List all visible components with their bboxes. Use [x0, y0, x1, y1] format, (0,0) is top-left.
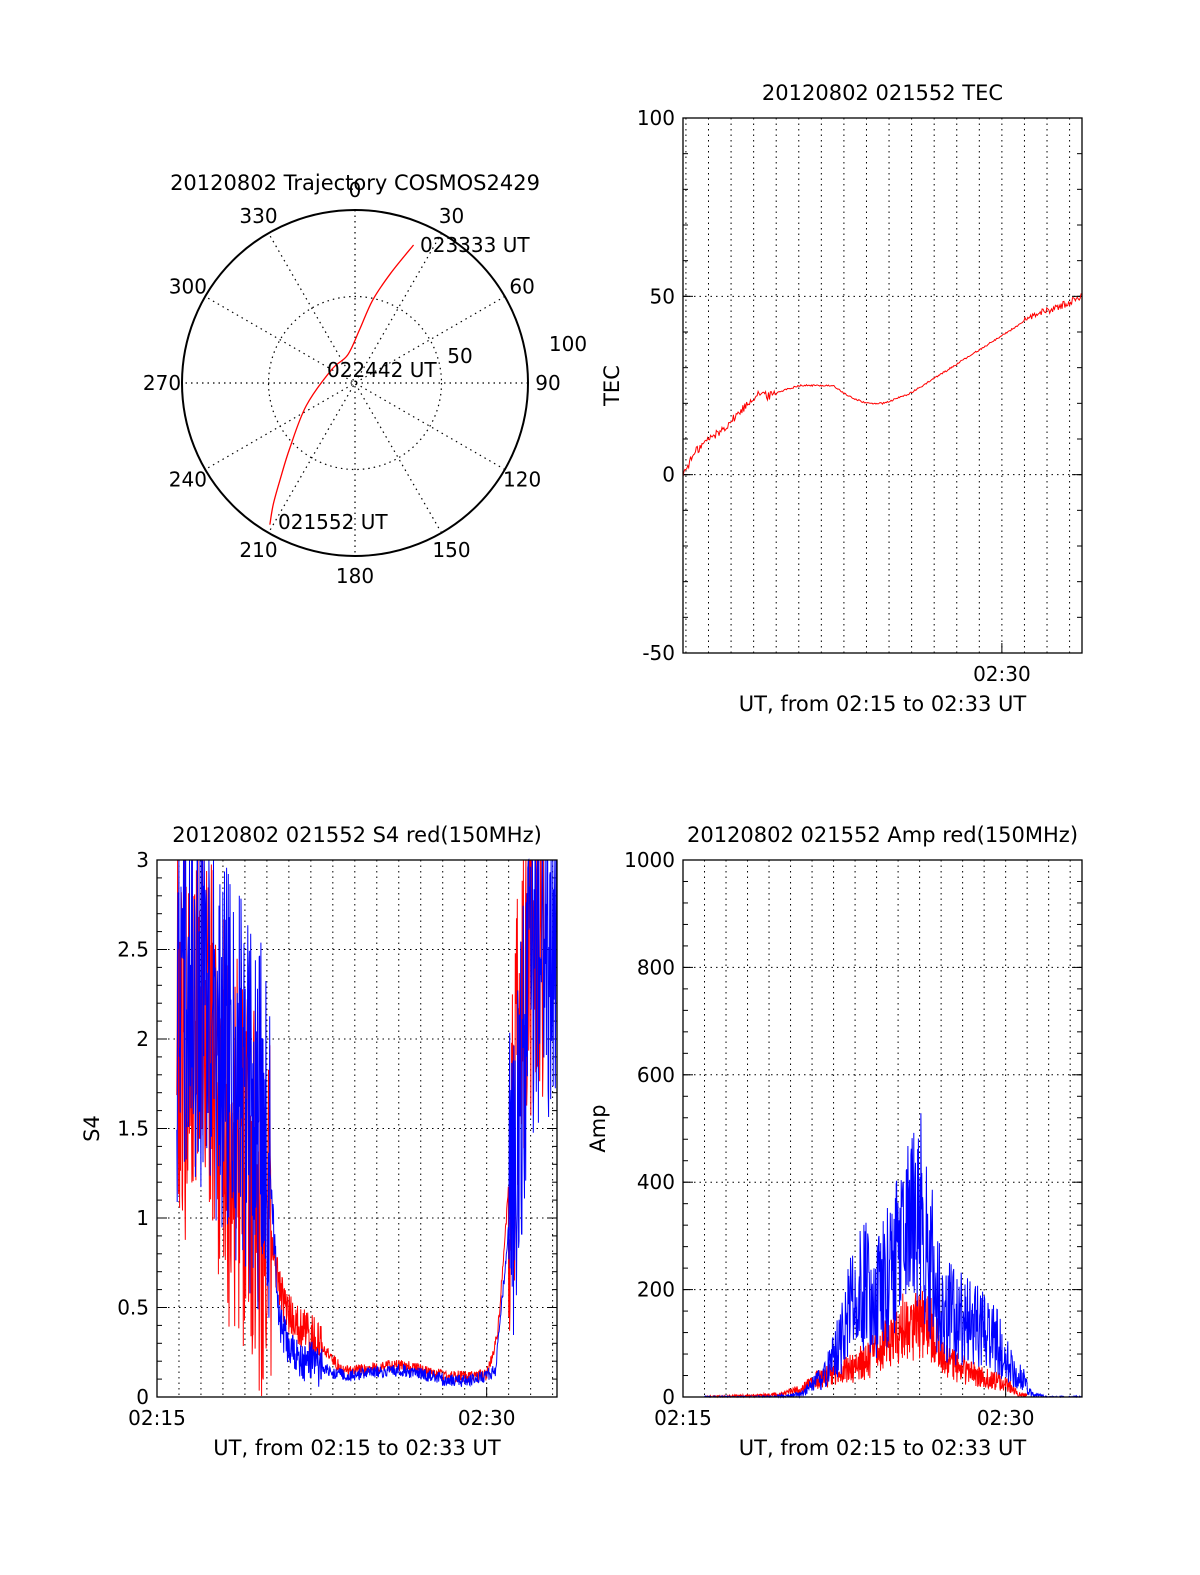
y-tick-label: 2.5 [117, 938, 149, 962]
x-axis-label: UT, from 02:15 to 02:33 UT [739, 692, 1027, 716]
x-axis-label: UT, from 02:15 to 02:33 UT [213, 1436, 501, 1460]
y-tick-label: 1 [136, 1206, 149, 1230]
azimuth-label: 210 [239, 538, 277, 562]
azimuth-label: 30 [439, 204, 464, 228]
x-tick-label: 02:15 [654, 1406, 712, 1430]
azimuth-label: 270 [143, 371, 181, 395]
y-tick-label: 3 [136, 848, 149, 872]
x-tick-label: 02:30 [977, 1406, 1035, 1430]
y-tick-label: 600 [637, 1063, 675, 1087]
plot-frame [156, 859, 558, 1398]
trajectory-start-label: 021552 UT [278, 510, 388, 534]
y-tick-label: 1000 [624, 848, 675, 872]
azimuth-label: 90 [535, 371, 560, 395]
azimuth-label: 0 [349, 178, 362, 202]
series-line [176, 858, 558, 1388]
series-line [176, 859, 545, 1397]
y-tick-label: 800 [637, 955, 675, 979]
y-tick-label: 400 [637, 1170, 675, 1194]
y-axis-label: Amp [586, 1104, 610, 1152]
trajectory-mid-label: 022442 UT [327, 358, 437, 382]
y-axis-label: S4 [80, 1115, 104, 1142]
y-tick-label: 0.5 [117, 1296, 149, 1320]
y-tick-label: 2 [136, 1027, 149, 1051]
polar-spoke [267, 232, 443, 534]
azimuth-label: 240 [169, 468, 207, 492]
polar-outer-circle [181, 209, 529, 557]
x-axis-label: UT, from 02:15 to 02:33 UT [739, 1436, 1027, 1460]
y-tick-label: 1.5 [117, 1117, 149, 1141]
azimuth-label: 300 [169, 275, 207, 299]
polar-grid-circle-50 [267, 295, 443, 471]
y-axis-label: TEC [600, 365, 624, 407]
polar-title: 20120802 Trajectory COSMOS2429 [170, 171, 540, 195]
y-tick-label: 50 [650, 284, 675, 308]
plot-frame [682, 117, 1083, 654]
azimuth-label: 60 [509, 275, 534, 299]
panel-2: 0 0.5 1 1.5 2 2.5 3 02:15 02:30 20120802 021552 S… [80, 823, 558, 1460]
y-tick-label: -50 [642, 641, 675, 665]
azimuth-label: 150 [432, 538, 470, 562]
radius-label: 100 [549, 332, 587, 356]
trajectory-end-label: 023333 UT [420, 233, 530, 257]
polar-spoke [204, 295, 506, 471]
x-tick-label: 02:30 [458, 1406, 516, 1430]
panel-3: 0 200 400 600 800 1000 02:15 02:30 20120802 0215… [586, 823, 1083, 1460]
azimuth-label: 180 [336, 564, 374, 588]
y-tick-label: 100 [637, 106, 675, 130]
radius-label: 50 [447, 344, 472, 368]
y-tick-label: 200 [637, 1278, 675, 1302]
y-tick-label: 0 [662, 1385, 675, 1409]
x-tick-label: 02:15 [128, 1406, 186, 1430]
chart-title: 20120802 021552 TEC [762, 81, 1003, 105]
series-line [682, 293, 1083, 477]
y-tick-label: 0 [662, 463, 675, 487]
x-tick-label: 02:30 [973, 662, 1031, 686]
azimuth-label: 120 [503, 468, 541, 492]
panel-1: -50 0 50 100 02:30 20120802 021552 TEC UT, fro… [600, 81, 1083, 716]
trajectory-line [269, 244, 415, 525]
chart-title: 20120802 021552 Amp red(150MHz) [687, 823, 1078, 847]
chart-title: 20120802 021552 S4 red(150MHz) [172, 823, 542, 847]
polar-spoke [267, 232, 443, 534]
plot-frame [682, 859, 1083, 1398]
azimuth-label: 330 [239, 204, 277, 228]
y-tick-label: 0 [136, 1385, 149, 1409]
polar-spoke [204, 295, 506, 471]
